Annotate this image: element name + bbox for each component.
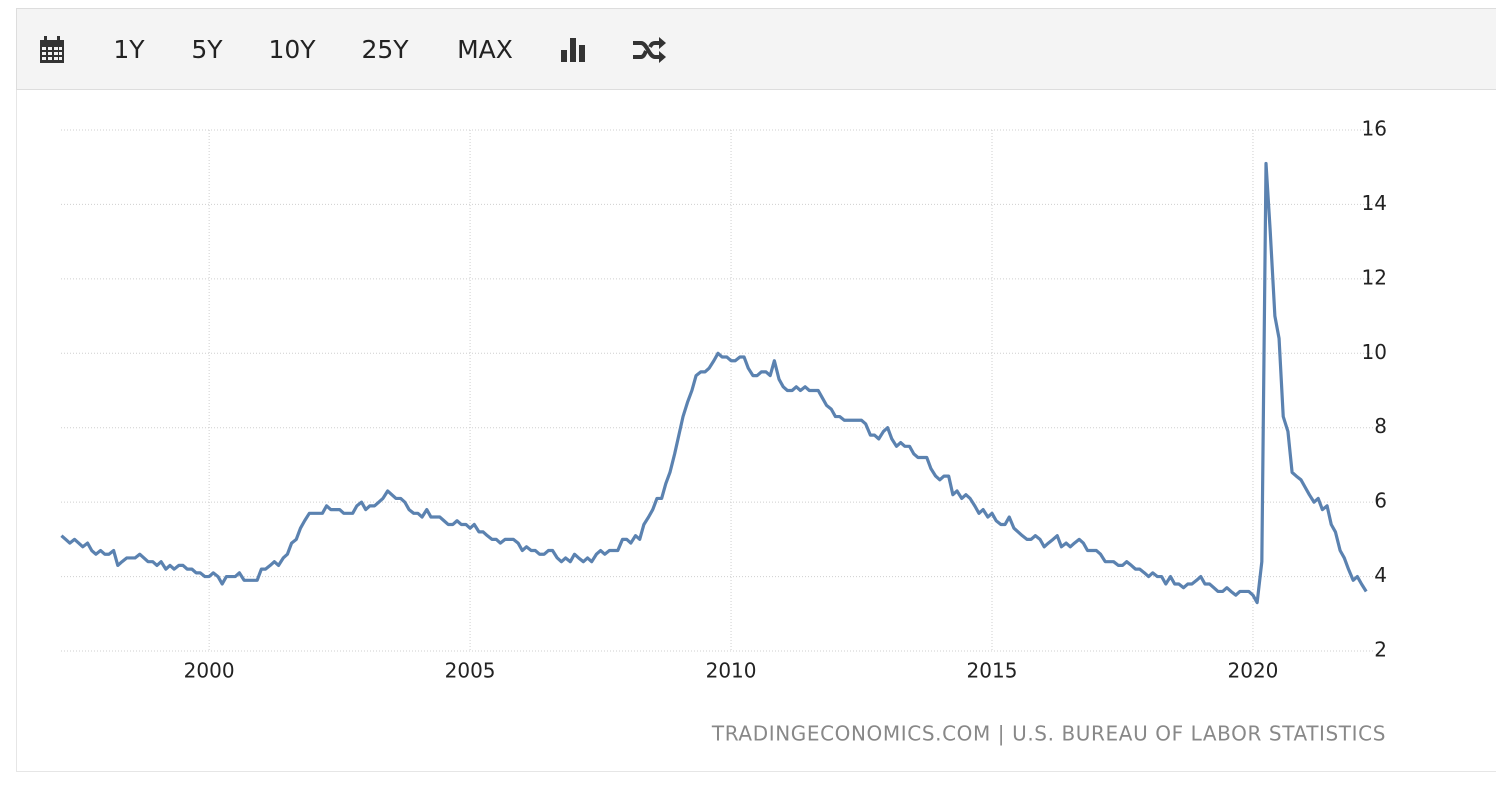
x-tick-label: 2005 — [445, 659, 496, 683]
y-tick-label: 16 — [1362, 117, 1387, 141]
y-tick-label: 4 — [1374, 563, 1387, 587]
range-button[interactable]: 25Y — [361, 35, 409, 64]
y-tick-label: 2 — [1374, 638, 1387, 662]
range-button[interactable]: MAX — [457, 35, 513, 64]
calendar-icon[interactable] — [39, 36, 65, 64]
data-line — [60, 161, 1368, 605]
compare-icon[interactable] — [632, 36, 666, 64]
chart-type-icon[interactable] — [560, 36, 588, 64]
y-tick-label: 6 — [1374, 489, 1387, 513]
chart-panel: TRADINGECONOMICS.COM | U.S. BUREAU OF LA… — [16, 90, 1496, 772]
toolbar: 1Y 5Y 10Y 25Y MAX — [16, 8, 1496, 90]
range-button[interactable]: 1Y — [113, 35, 145, 64]
range-button[interactable]: 10Y — [268, 35, 316, 64]
chart: TRADINGECONOMICS.COM | U.S. BUREAU OF LA… — [60, 117, 1387, 746]
y-tick-label: 8 — [1374, 414, 1387, 438]
y-tick-label: 12 — [1362, 265, 1387, 289]
x-tick-label: 2020 — [1228, 659, 1279, 683]
source-note: TRADINGECONOMICS.COM | U.S. BUREAU OF LA… — [711, 722, 1386, 746]
x-tick-label: 2000 — [184, 659, 235, 683]
y-tick-label: 14 — [1362, 191, 1387, 215]
x-tick-label: 2015 — [967, 659, 1018, 683]
y-tick-label: 10 — [1362, 340, 1387, 364]
range-button[interactable]: 5Y — [191, 35, 223, 64]
x-tick-label: 2010 — [706, 659, 757, 683]
